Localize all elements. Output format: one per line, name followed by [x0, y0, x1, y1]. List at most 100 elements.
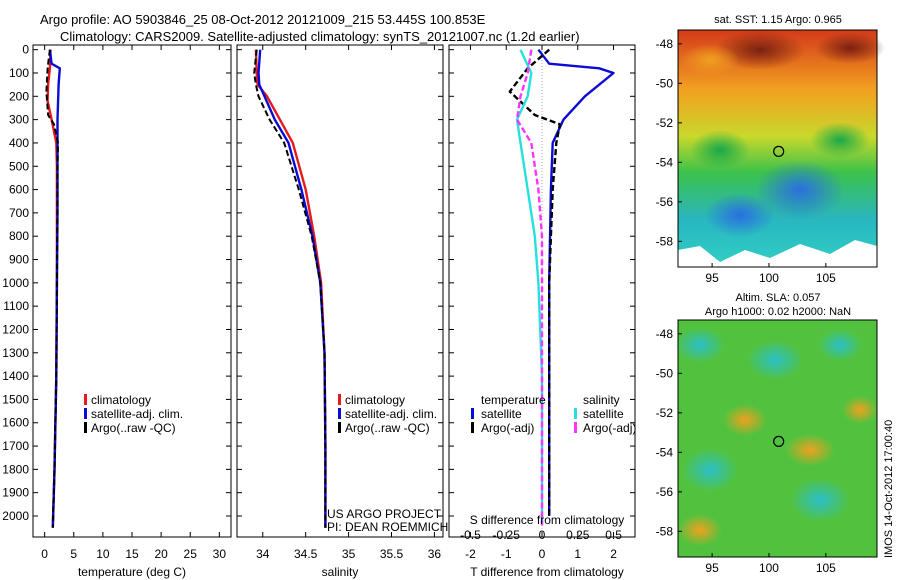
map-y-tick-label: -52 [656, 406, 674, 420]
sla-low-patch [790, 478, 850, 522]
s-tick-label: -0.5 [460, 528, 481, 542]
sst-cold-patch [755, 160, 845, 220]
s-tick-label: 0.5 [605, 528, 622, 542]
sst-warm-patch [815, 32, 885, 64]
depth-tick-label: 300 [9, 113, 29, 127]
map-x-tick-label: 100 [759, 271, 779, 285]
sst-green-patch [690, 130, 750, 170]
legend-swatch-argo [84, 422, 87, 433]
x-tick-label: 0 [539, 547, 546, 561]
x-tick-label: 10 [96, 547, 110, 561]
depth-tick-label: 1200 [2, 322, 29, 336]
x-tick-label: 1 [574, 547, 581, 561]
depth-tick-label: 1900 [2, 486, 29, 500]
map-y-tick-label: -48 [656, 327, 674, 341]
series-line-argo-adj- [515, 49, 544, 526]
map-x-tick-label: 105 [816, 271, 836, 285]
legend-label: Argo(-adj) [481, 421, 534, 435]
argo-position-marker [773, 435, 785, 447]
sla-low-patch [747, 340, 803, 380]
temperature-x-ticks: 0 5 10 15 20 25 30 [41, 45, 226, 561]
legend-label: satellite [481, 407, 522, 421]
salinity-legend: climatology satellite-adj. clim. Argo(..… [338, 393, 437, 435]
map-y-tick-label: -48 [656, 37, 674, 51]
series-line-satellite [537, 48, 615, 516]
depth-tick-label: 1600 [2, 416, 29, 430]
legend-label: satellite-adj. clim. [345, 407, 437, 421]
sla-high-patch [723, 404, 767, 436]
x-tick-label: 15 [125, 547, 139, 561]
map-x-tick-label: 95 [705, 271, 719, 285]
sla-low-patch [818, 329, 862, 361]
difference-x-ticks: -2 -1 0 1 2 -0.5 -0.25 0 0.25 0.5 [460, 45, 622, 561]
legend-label: climatology [91, 393, 151, 407]
map-x-tick-label: 95 [705, 561, 719, 575]
legend-label: satellite [583, 407, 624, 421]
temperature-lines [45, 49, 61, 528]
map-y-tick-label: -56 [656, 485, 674, 499]
x-tick-label: 30 [213, 547, 227, 561]
depth-tick-label: 700 [9, 206, 29, 220]
depth-tick-label: 1500 [2, 392, 29, 406]
s-tick-label: 0.25 [566, 528, 590, 542]
legend-title-temperature: temperature [481, 393, 546, 407]
x-tick-label: 35.5 [380, 547, 404, 561]
x-tick-label: 20 [154, 547, 168, 561]
s-difference-label: S difference from climatology [470, 513, 625, 527]
ice-mask [678, 240, 877, 267]
legend-label: Argo(..raw -QC) [91, 421, 176, 435]
sla-map-ticks: -48 -50 -52 -54 -56 -58 95 100 105 [656, 327, 837, 575]
map-x-tick-label: 105 [816, 561, 836, 575]
temperature-x-label: temperature (deg C) [78, 565, 186, 579]
x-tick-label: -1 [501, 547, 512, 561]
legend-swatch-satellite [338, 408, 341, 419]
sst-warm-patch [680, 44, 740, 76]
legend-label: climatology [345, 393, 405, 407]
x-tick-label: 35 [342, 547, 356, 561]
depth-tick-label: 1700 [2, 439, 29, 453]
series-line-argo-raw-qc- [45, 49, 59, 528]
pi-annotation: PI: DEAN ROEMMICH [327, 520, 448, 534]
argo-position-marker [773, 145, 785, 157]
depth-tick-label: 200 [9, 89, 29, 103]
map-y-tick-label: -50 [656, 76, 674, 90]
sla-map-title-2: Argo h1000: 0.02 h2000: NaN [705, 306, 851, 318]
depth-tick-label: 0 [22, 43, 29, 57]
legend-label: Argo(..raw -QC) [345, 421, 430, 435]
temperature-axes [32, 44, 232, 538]
x-tick-label: 34.5 [294, 547, 318, 561]
map-x-tick-label: 100 [759, 561, 779, 575]
series-line-argo-raw-qc- [253, 49, 327, 528]
legend-swatch-argo [338, 422, 341, 433]
sla-map-frame [677, 319, 878, 558]
sla-high-patch [678, 514, 722, 546]
title-line1: Argo profile: AO 5903846_25 08-Oct-2012 … [40, 12, 486, 27]
legend-title-salinity: salinity [583, 393, 620, 407]
depth-tick-label: 400 [9, 136, 29, 150]
x-tick-label: 25 [184, 547, 198, 561]
map-y-tick-label: -50 [656, 366, 674, 380]
legend-swatch-climatology [84, 394, 87, 405]
sst-green-patch [810, 122, 870, 158]
depth-tick-label: 800 [9, 229, 29, 243]
map-y-tick-label: -56 [656, 195, 674, 209]
x-tick-label: -2 [465, 547, 476, 561]
x-tick-label: 0 [41, 547, 48, 561]
temperature-legend: climatology satellite-adj. clim. Argo(..… [84, 393, 183, 435]
depth-tick-label: 1400 [2, 369, 29, 383]
sst-map [677, 29, 885, 268]
legend-label: satellite-adj. clim. [91, 407, 183, 421]
salinity-x-ticks: 34 34.5 35 35.5 36 [256, 45, 441, 561]
legend-swatch-argo-s [574, 422, 577, 433]
depth-tick-label: 1000 [2, 276, 29, 290]
map-y-tick-label: -52 [656, 116, 674, 130]
legend-swatch-satellite [84, 408, 87, 419]
series-line-climatology [254, 49, 327, 528]
title-line2: Climatology: CARS2009. Satellite-adjuste… [60, 29, 580, 44]
s-tick-label: 0 [539, 528, 546, 542]
salinity-axes [236, 44, 444, 538]
legend-label: Argo(-adj) [583, 421, 636, 435]
legend-swatch-satellite-s [574, 408, 577, 419]
footer-timestamp: IMOS 14-Oct-2012 17:00:40 [883, 420, 895, 558]
